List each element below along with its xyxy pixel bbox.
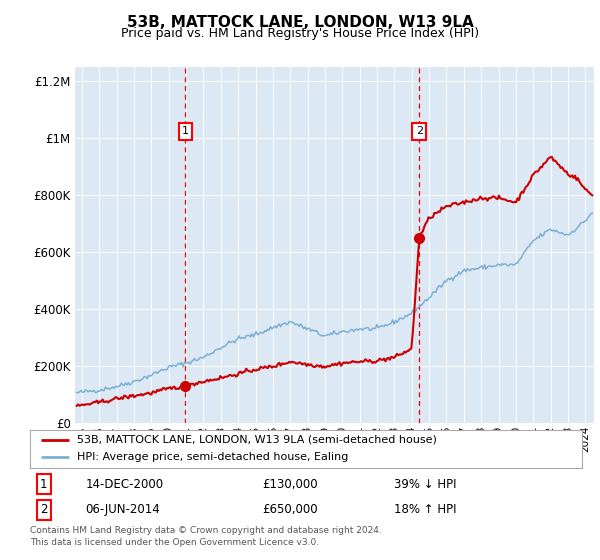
Text: 2: 2 — [40, 503, 47, 516]
Text: 39% ↓ HPI: 39% ↓ HPI — [394, 478, 457, 491]
Text: HPI: Average price, semi-detached house, Ealing: HPI: Average price, semi-detached house,… — [77, 452, 348, 463]
Text: £130,000: £130,000 — [262, 478, 317, 491]
Text: £650,000: £650,000 — [262, 503, 317, 516]
Text: 1: 1 — [182, 126, 189, 136]
Text: Price paid vs. HM Land Registry's House Price Index (HPI): Price paid vs. HM Land Registry's House … — [121, 27, 479, 40]
Text: 06-JUN-2014: 06-JUN-2014 — [85, 503, 160, 516]
Text: Contains HM Land Registry data © Crown copyright and database right 2024.
This d: Contains HM Land Registry data © Crown c… — [30, 526, 382, 547]
Text: 53B, MATTOCK LANE, LONDON, W13 9LA: 53B, MATTOCK LANE, LONDON, W13 9LA — [127, 15, 473, 30]
Text: 18% ↑ HPI: 18% ↑ HPI — [394, 503, 457, 516]
Text: 53B, MATTOCK LANE, LONDON, W13 9LA (semi-detached house): 53B, MATTOCK LANE, LONDON, W13 9LA (semi… — [77, 435, 437, 445]
Text: 14-DEC-2000: 14-DEC-2000 — [85, 478, 163, 491]
Text: 2: 2 — [416, 126, 423, 136]
Text: 1: 1 — [40, 478, 47, 491]
